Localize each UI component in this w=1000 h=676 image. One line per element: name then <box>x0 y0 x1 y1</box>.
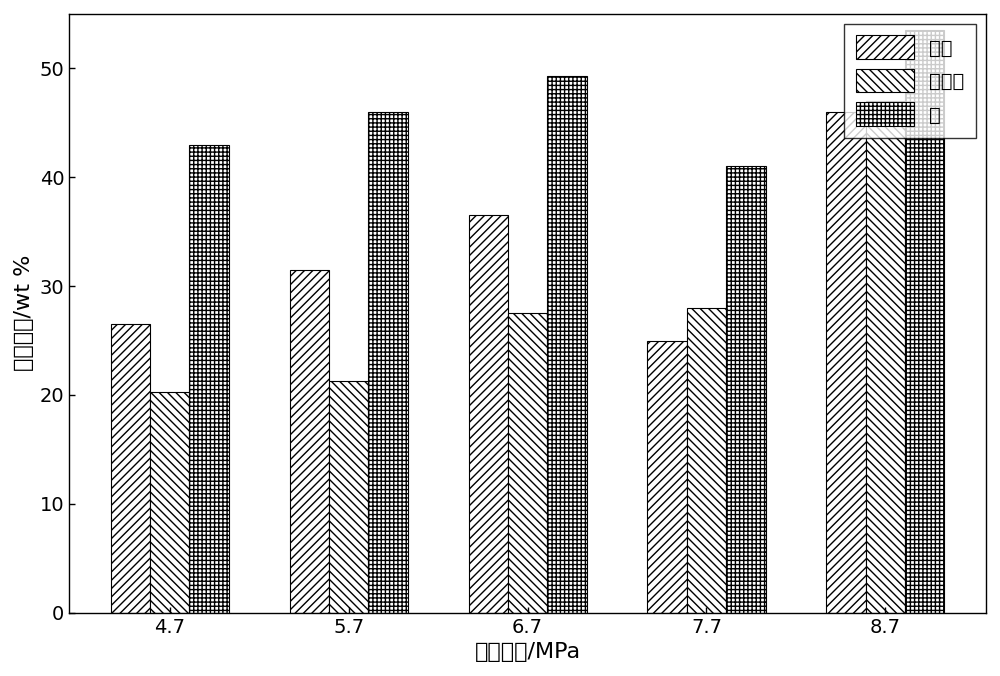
Bar <box>368 112 408 612</box>
Bar <box>647 341 687 612</box>
Y-axis label: 萌取收率/wt %: 萌取收率/wt % <box>14 255 34 372</box>
Bar <box>111 324 150 612</box>
Bar <box>905 30 944 612</box>
Bar <box>150 391 189 612</box>
Bar <box>547 76 587 612</box>
Bar <box>290 270 329 612</box>
Bar <box>866 101 905 612</box>
Bar <box>189 145 229 612</box>
Bar <box>726 166 766 612</box>
Bar <box>329 381 368 612</box>
Legend: 丙酮, 异丙醇, 苯: 丙酮, 异丙醇, 苯 <box>844 24 976 137</box>
Bar <box>508 313 547 612</box>
Bar <box>826 112 866 612</box>
Bar <box>687 308 726 612</box>
Bar <box>469 215 508 612</box>
X-axis label: 萌取压力/MPa: 萌取压力/MPa <box>475 642 581 662</box>
